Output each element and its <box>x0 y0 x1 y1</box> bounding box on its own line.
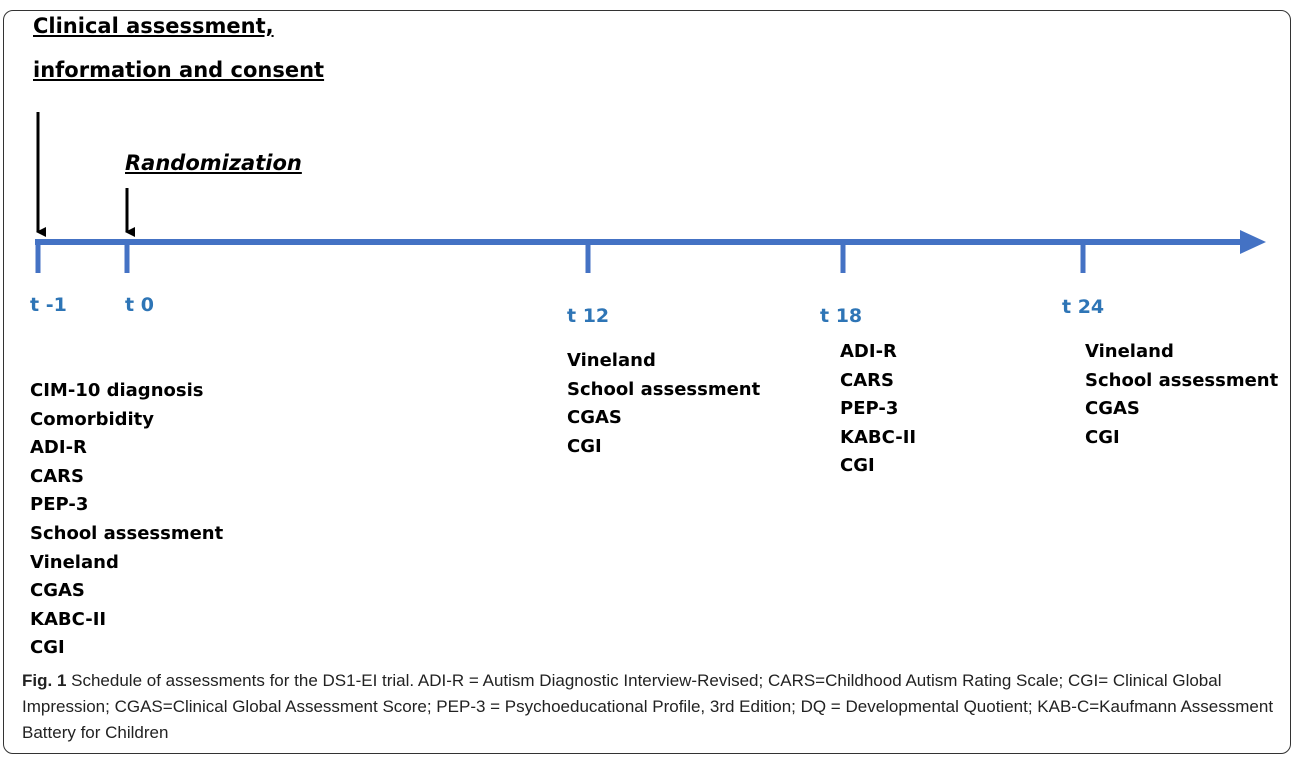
assessment: Vineland <box>30 551 119 573</box>
assessment: PEP-3 <box>30 494 89 516</box>
assessment: ADI-R <box>840 341 897 362</box>
assessment: Comorbidity <box>30 408 155 430</box>
assessment: KABC-II <box>30 608 107 630</box>
assessment: CGI <box>567 435 602 457</box>
time-label: t -1 <box>30 294 67 316</box>
title: information and consent <box>33 58 325 82</box>
frame <box>3 10 1291 754</box>
timeline-arrowhead <box>1240 230 1266 254</box>
time-label: t 18 <box>820 305 863 327</box>
assessment: CGI <box>30 637 65 659</box>
caption: Fig. 1 Schedule of assessments for the D… <box>22 668 1277 746</box>
assessment: CGI <box>840 455 875 477</box>
assessment: KABC-II <box>840 426 917 448</box>
assessment: CGAS <box>567 407 622 429</box>
time-label: t 12 <box>567 305 610 327</box>
assessment: CIM-10 diagnosis <box>30 380 204 401</box>
assessment: CARS <box>30 465 84 487</box>
assessment: CGAS <box>30 580 85 602</box>
randomization-label: Randomization <box>125 151 302 175</box>
assessment: ADI-R <box>30 437 87 459</box>
assessment: CGI <box>1085 426 1120 448</box>
assessment: School assessment <box>30 523 224 544</box>
assessment: Vineland <box>1085 341 1174 362</box>
caption-label: Fig. 1 <box>22 671 67 690</box>
assessment: School assessment <box>1085 369 1279 391</box>
caption-text: Schedule of assessments for the DS1-EI t… <box>22 671 1274 742</box>
assessment: PEP-3 <box>840 398 899 420</box>
title: Clinical assessment, <box>33 14 274 38</box>
time-label: t 0 <box>125 294 154 316</box>
time-label: t 24 <box>1062 296 1105 318</box>
assessment: School assessment <box>567 378 761 400</box>
assessment: CARS <box>840 369 894 391</box>
assessment: CGAS <box>1085 398 1140 420</box>
assessment: Vineland <box>567 350 656 371</box>
